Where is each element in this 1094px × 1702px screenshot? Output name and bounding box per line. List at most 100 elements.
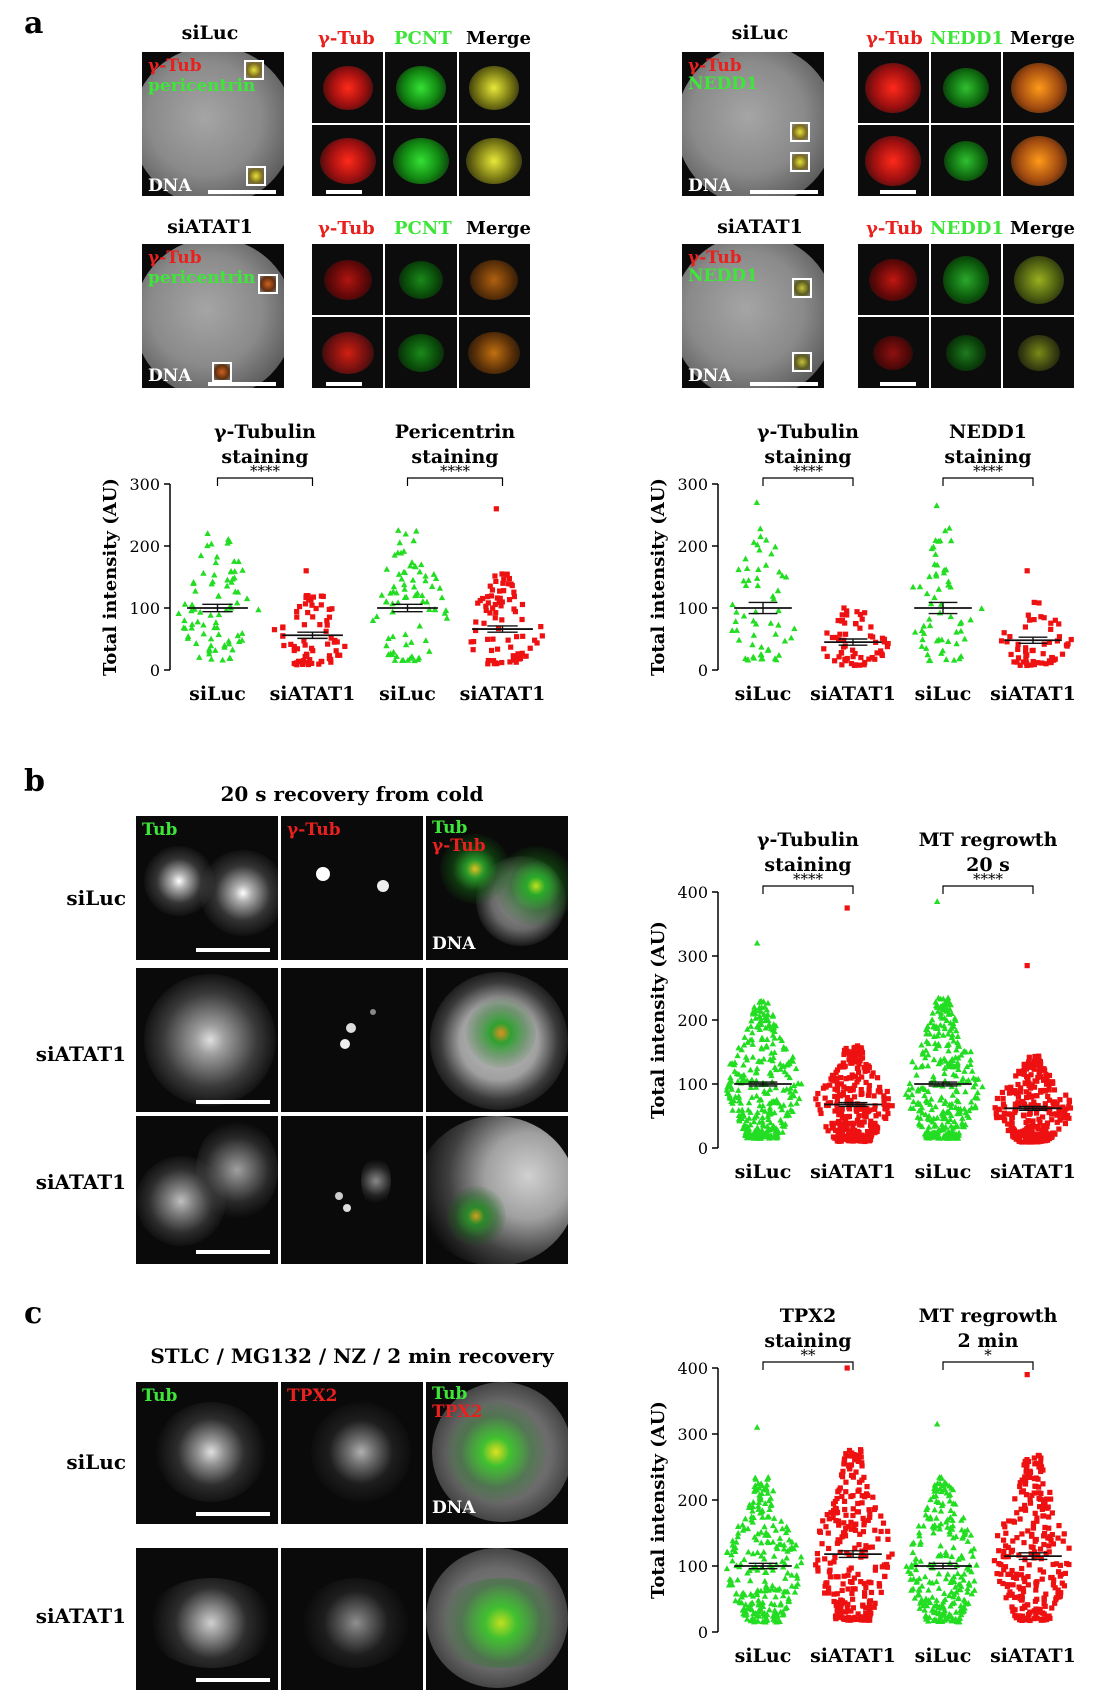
x-tick-label: siLuc	[189, 683, 246, 705]
data-point	[865, 1517, 871, 1524]
data-point	[235, 638, 243, 644]
data-point	[960, 1576, 967, 1583]
data-point	[387, 589, 394, 596]
data-point	[793, 1562, 800, 1569]
data-point	[506, 575, 512, 582]
data-point	[754, 1124, 761, 1131]
data-point	[206, 650, 213, 657]
data-point	[843, 1512, 849, 1518]
data-point	[948, 1588, 955, 1595]
data-point	[229, 646, 236, 653]
overlay-tpx2: TPX2	[287, 1386, 338, 1406]
data-point	[1066, 1103, 1072, 1109]
data-point	[395, 527, 402, 533]
data-point	[852, 1457, 858, 1463]
data-point	[207, 642, 215, 649]
data-point	[401, 594, 409, 600]
data-point	[753, 1023, 761, 1030]
data-point	[967, 1061, 974, 1068]
data-point	[1023, 1089, 1029, 1095]
data-point	[934, 561, 941, 568]
data-point	[732, 1597, 739, 1604]
data-point	[754, 1530, 762, 1537]
x-tick-label: siATAT1	[810, 1161, 896, 1183]
data-point	[188, 601, 196, 608]
x-tick-label: siATAT1	[990, 683, 1076, 705]
data-point	[765, 1116, 772, 1123]
data-point	[870, 1070, 876, 1076]
data-point	[1007, 634, 1013, 640]
data-point	[504, 572, 510, 578]
data-point	[1042, 1524, 1048, 1531]
data-point	[1024, 1372, 1030, 1378]
overlay-dna: DNA	[148, 176, 192, 196]
data-point	[795, 1095, 803, 1102]
data-point	[527, 645, 533, 651]
data-point	[734, 1078, 742, 1085]
data-point	[221, 642, 228, 648]
data-point	[1049, 1079, 1056, 1085]
data-point	[1031, 1058, 1038, 1064]
data-point	[844, 1086, 850, 1092]
data-point	[950, 1510, 958, 1517]
data-point	[872, 1564, 879, 1570]
data-point	[735, 1107, 742, 1113]
data-point	[271, 627, 278, 633]
data-point	[790, 1082, 798, 1089]
data-point	[874, 1075, 881, 1081]
data-point	[1000, 1095, 1006, 1102]
data-point	[927, 1019, 934, 1026]
data-point	[309, 602, 315, 608]
data-point	[916, 1575, 923, 1582]
data-point	[836, 1613, 842, 1619]
row-label: siATAT1	[35, 1042, 126, 1066]
data-point	[1055, 1569, 1062, 1575]
data-point	[1046, 658, 1053, 664]
data-point	[1011, 659, 1017, 665]
data-point	[1019, 1098, 1025, 1105]
data-point	[1006, 1518, 1012, 1524]
data-point	[865, 1109, 871, 1115]
data-point	[487, 610, 493, 616]
data-point	[849, 1137, 855, 1143]
data-point	[970, 1545, 978, 1552]
data-point	[764, 1113, 772, 1119]
data-point	[768, 1072, 775, 1079]
data-point	[1022, 648, 1029, 655]
data-point	[188, 621, 196, 627]
data-point	[753, 1536, 760, 1543]
data-point	[844, 608, 850, 614]
scale-bar	[196, 1250, 270, 1254]
data-point	[766, 1106, 774, 1113]
data-point	[971, 1587, 978, 1593]
data-point	[317, 622, 323, 628]
data-point	[1052, 1131, 1058, 1137]
row-label: siATAT1	[35, 1604, 126, 1628]
data-point	[823, 1580, 829, 1586]
data-point	[930, 1073, 937, 1079]
data-point	[844, 655, 850, 662]
data-point	[1061, 1115, 1068, 1121]
data-point	[964, 1112, 971, 1118]
data-point	[867, 1617, 873, 1623]
data-point	[928, 1016, 936, 1023]
data-point	[932, 570, 940, 577]
data-point	[500, 580, 506, 586]
data-point	[393, 653, 400, 660]
data-point	[848, 1133, 854, 1139]
data-point	[859, 1122, 865, 1128]
data-point	[864, 1064, 871, 1071]
data-point	[232, 588, 239, 595]
data-point	[1049, 657, 1055, 663]
data-point	[411, 657, 418, 664]
overlay-dna: DNA	[432, 1498, 476, 1518]
centrosome-box	[792, 278, 812, 298]
data-point	[1014, 1535, 1020, 1541]
data-point	[1000, 1101, 1007, 1107]
data-point	[441, 609, 449, 616]
data-point	[1022, 624, 1029, 630]
data-point	[1001, 630, 1007, 636]
data-point	[756, 998, 764, 1005]
data-point	[939, 1005, 947, 1011]
data-point	[1040, 1467, 1046, 1473]
